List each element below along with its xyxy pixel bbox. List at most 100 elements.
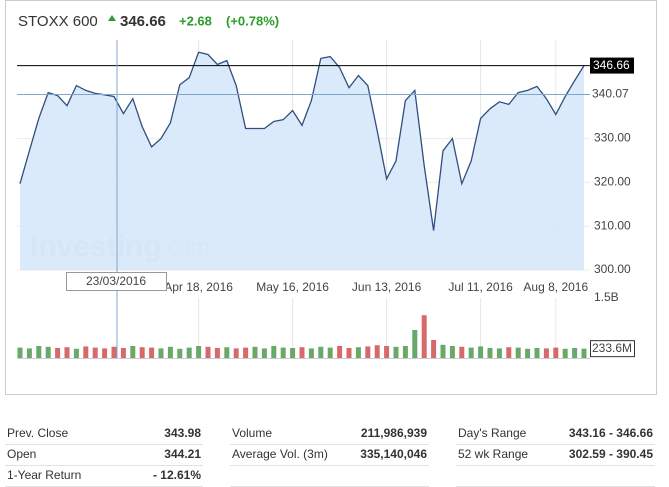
volume-bar (280, 347, 286, 358)
volume-bar (421, 315, 427, 358)
volume-last-box (590, 340, 635, 358)
volume-bar (271, 346, 277, 358)
stat-value: 302.59 - 390.45 (569, 447, 653, 461)
volume-bar (177, 348, 183, 358)
volume-bar (365, 346, 371, 358)
volume-bar (355, 347, 361, 358)
volume-bar (26, 348, 32, 358)
volume-bar (139, 347, 145, 358)
y-tick-label: 320.00 (594, 175, 631, 189)
volume-bar (515, 347, 521, 358)
change: +2.68 (179, 13, 212, 28)
change-percent: (+0.78%) (226, 13, 279, 28)
volume-bar (431, 340, 437, 358)
volume-bar (73, 348, 79, 358)
volume-bar (449, 346, 455, 358)
volume-bar (92, 347, 98, 358)
volume-bar (572, 348, 578, 358)
volume-bar (120, 348, 126, 358)
volume-bar (167, 346, 173, 358)
volume-bar (102, 348, 108, 358)
volume-bar (337, 346, 343, 358)
volume-bar (496, 348, 502, 358)
volume-bar (196, 346, 202, 358)
volume-bar (327, 347, 333, 358)
x-tick-label: Apr 18, 2016 (164, 280, 233, 294)
stat-label: Average Vol. (3m) (232, 447, 328, 461)
volume-bar (186, 347, 192, 358)
last-price-box (590, 57, 634, 74)
last-price-label: 346.66 (593, 58, 630, 72)
volume-bar (412, 330, 418, 358)
volume-bar (525, 348, 531, 358)
stat-value: 343.16 - 346.66 (569, 426, 653, 440)
volume-bar (459, 346, 465, 358)
volume-bar (205, 346, 211, 358)
volume-bar (55, 348, 61, 358)
x-tick-label: Aug 8, 2016 (523, 280, 588, 294)
stat-label: Volume (232, 426, 272, 440)
volume-bar (440, 344, 446, 358)
index-name: STOXX 600 (18, 13, 98, 30)
stat-value: 343.98 (164, 426, 201, 440)
area-fill (20, 52, 584, 270)
stat-label: Prev. Close (7, 426, 68, 440)
volume-bar (290, 348, 296, 358)
x-tick-label: Jun 13, 2016 (352, 280, 422, 294)
volume-bar (308, 348, 314, 358)
volume-bar (487, 348, 493, 358)
volume-bar (83, 346, 89, 358)
stat-label: Open (7, 447, 36, 461)
volume-bar (562, 348, 568, 358)
volume-bar (252, 346, 258, 358)
crosshair-y-label: 340.07 (592, 87, 629, 101)
x-tick-label: Jul 11, 2016 (448, 280, 513, 294)
up-arrow (108, 15, 116, 21)
crosshair-x-label: 23/03/2016 (86, 274, 146, 288)
volume-bar (468, 347, 474, 358)
stat-value: 211,986,939 (361, 426, 427, 440)
volume-tick-label: 1.5B (594, 290, 619, 304)
x-tick-label: May 16, 2016 (256, 280, 329, 294)
crosshair-x-box (66, 272, 167, 291)
volume-bar (64, 347, 70, 358)
stat-value: - 12.61% (153, 468, 201, 482)
volume-bar (346, 348, 352, 358)
volume-bar (261, 348, 267, 358)
volume-bar (318, 346, 324, 358)
volume-bar (299, 347, 305, 358)
volume-bar (402, 346, 408, 358)
volume-bar (214, 348, 220, 358)
volume-bar (384, 346, 390, 358)
y-tick-label: 300.00 (594, 262, 631, 276)
volume-bar (158, 348, 164, 358)
volume-bar (17, 347, 23, 358)
volume-bar (233, 348, 239, 358)
y-tick-label: 330.00 (594, 131, 631, 145)
volume-bar (224, 347, 230, 358)
volume-bar (243, 347, 249, 358)
stat-value: 344.21 (164, 447, 201, 461)
volume-bar (130, 346, 136, 358)
volume-last-label: 233.6M (592, 341, 632, 355)
y-tick-label: 310.00 (594, 218, 631, 232)
volume-bar (393, 346, 399, 358)
volume-bar (149, 347, 155, 358)
stat-label: Day's Range (458, 426, 527, 440)
volume-bar (36, 346, 42, 358)
volume-bar (111, 346, 117, 358)
volume-bar (506, 347, 512, 358)
volume-bar (581, 348, 587, 358)
crosshair-y-box (590, 86, 634, 103)
stat-label: 52 wk Range (458, 447, 528, 461)
volume-bar (553, 347, 559, 358)
volume-bar (478, 346, 484, 358)
volume-bar (374, 345, 380, 358)
price-line (19, 51, 585, 231)
volume-bar (45, 346, 51, 358)
volume-bar (543, 348, 549, 358)
stat-label: 1-Year Return (7, 468, 81, 482)
volume-bar (534, 348, 540, 358)
